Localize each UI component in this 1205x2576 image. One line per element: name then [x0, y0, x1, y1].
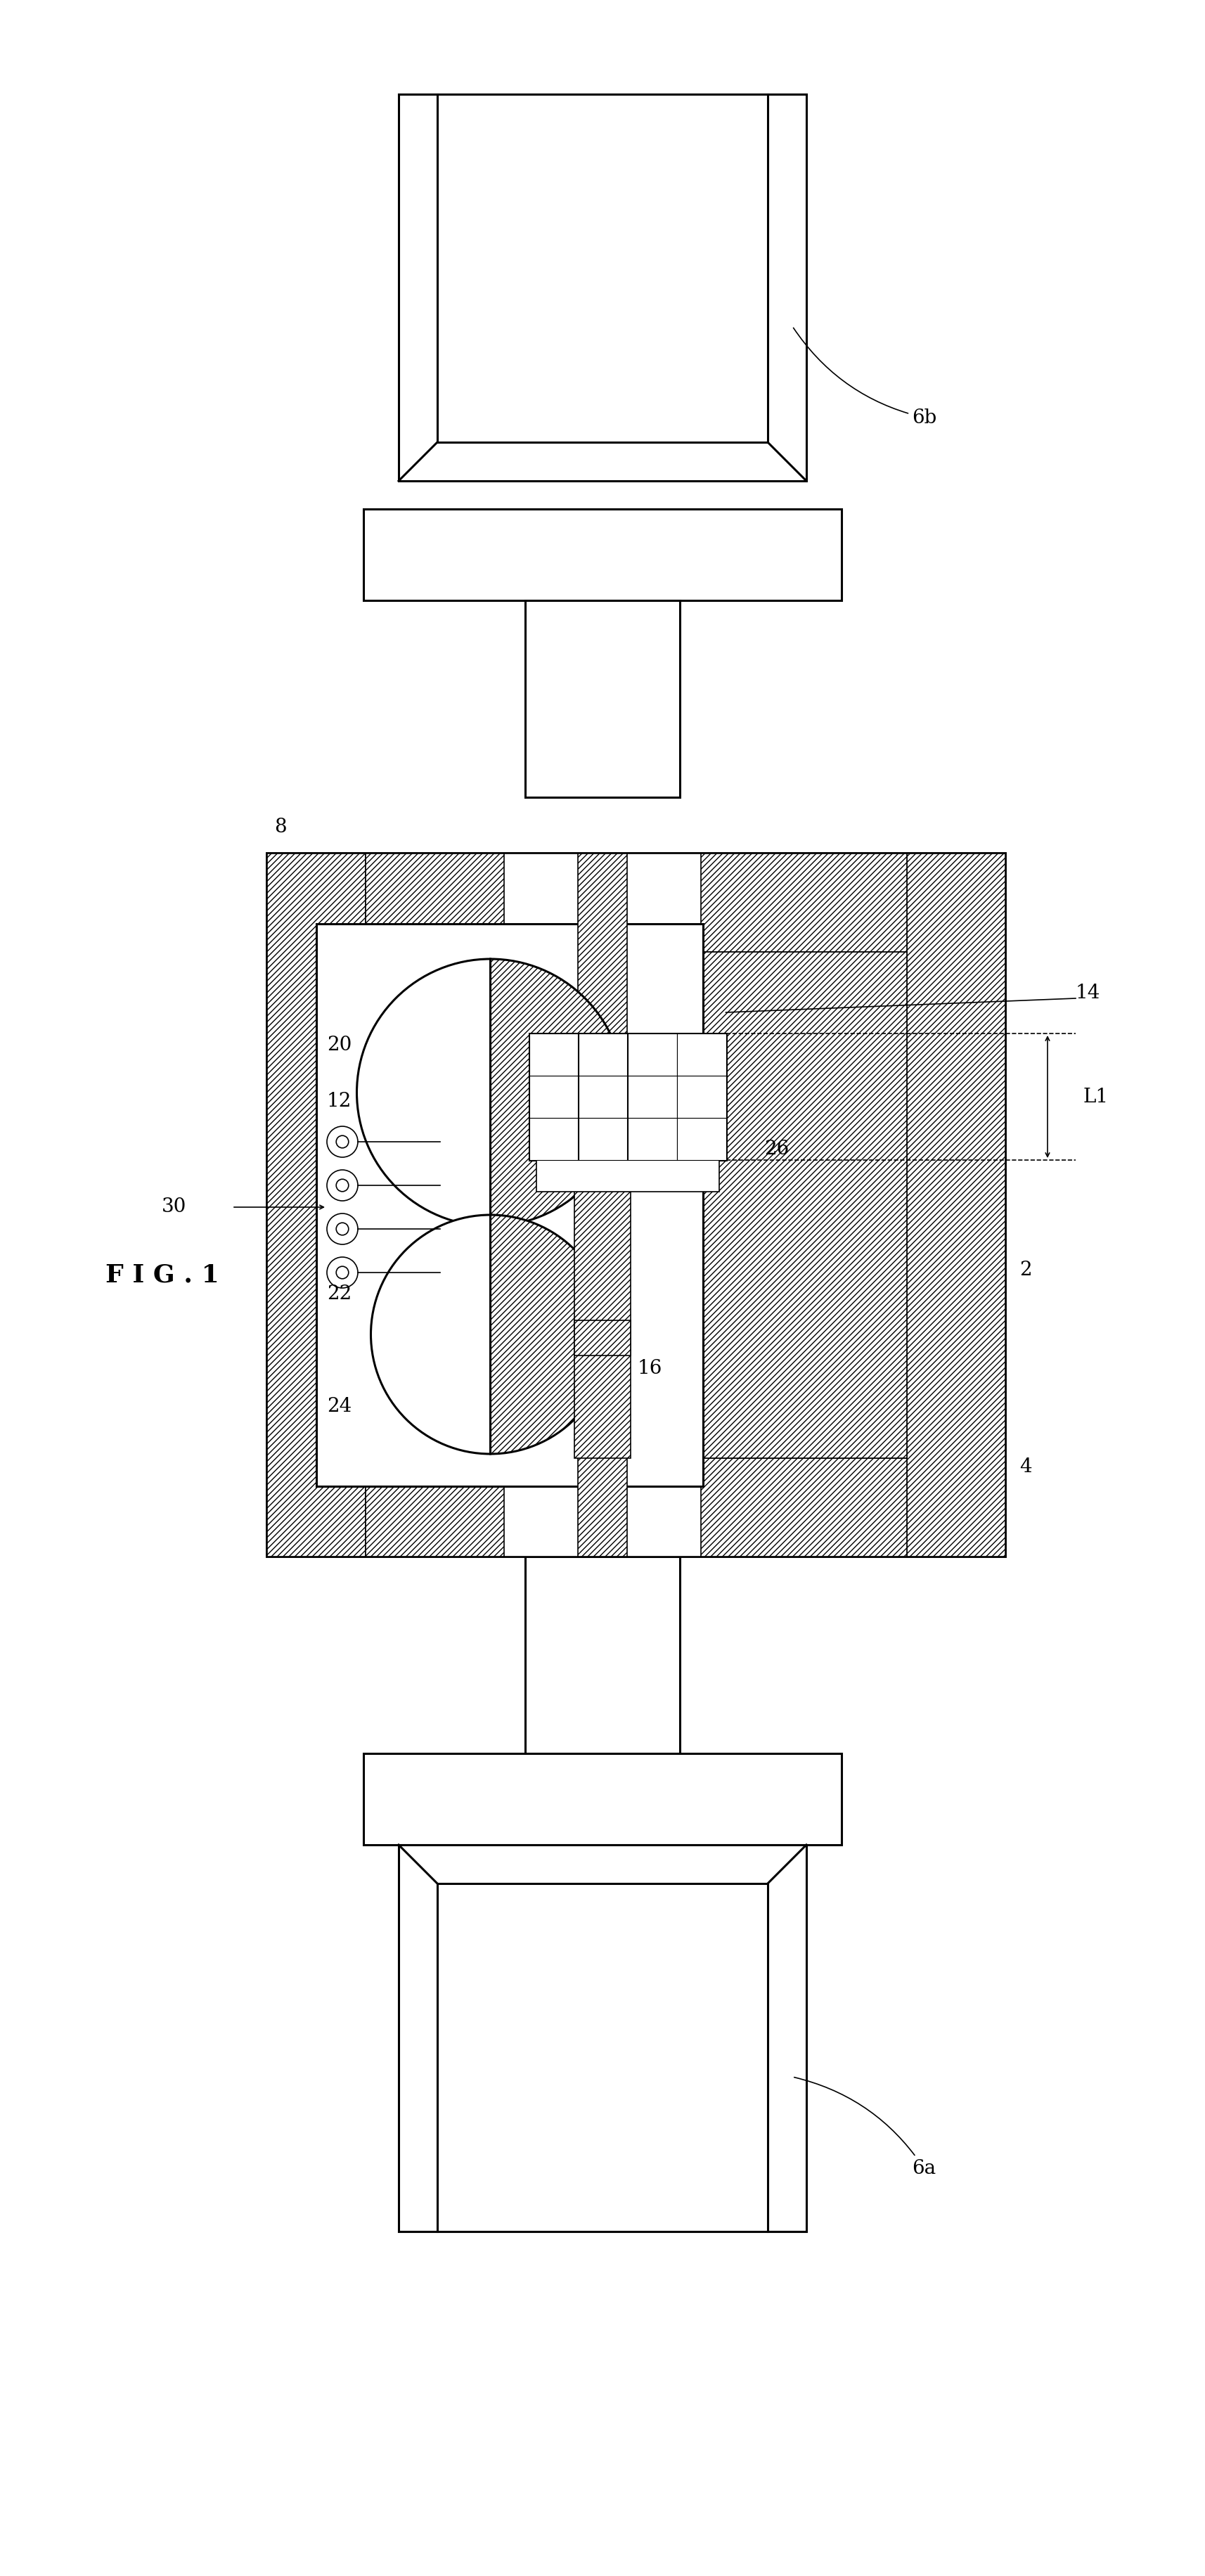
Text: 4: 4: [1018, 1458, 1031, 1476]
Text: 22: 22: [327, 1285, 352, 1303]
Bar: [316, 925, 703, 1486]
Circle shape: [336, 1136, 348, 1149]
Bar: [365, 853, 906, 953]
Bar: [399, 1844, 806, 2231]
Bar: [906, 853, 1005, 1556]
Bar: [437, 95, 768, 443]
Bar: [627, 1077, 676, 1118]
Bar: [676, 1077, 725, 1118]
Bar: [577, 853, 627, 1556]
Circle shape: [327, 1126, 358, 1157]
Bar: [525, 1556, 680, 1754]
Bar: [504, 1486, 700, 1556]
Bar: [578, 1033, 627, 1077]
Bar: [437, 1883, 768, 2231]
Bar: [399, 95, 806, 482]
Text: 30: 30: [161, 1198, 187, 1216]
Wedge shape: [357, 958, 490, 1226]
Text: 6b: 6b: [793, 327, 936, 428]
Circle shape: [327, 1170, 358, 1200]
Text: 6a: 6a: [794, 2076, 935, 2177]
Bar: [676, 1118, 725, 1159]
Bar: [365, 1458, 906, 1556]
Bar: [529, 1033, 725, 1159]
Text: 14: 14: [1075, 984, 1100, 1002]
Wedge shape: [490, 1216, 610, 1453]
Bar: [529, 1077, 578, 1118]
Bar: [536, 1159, 718, 1193]
Text: 12: 12: [327, 1092, 352, 1110]
Text: 8: 8: [274, 817, 287, 837]
Circle shape: [336, 1180, 348, 1193]
Text: 20: 20: [327, 1036, 352, 1054]
Bar: [268, 853, 1005, 1556]
Bar: [574, 1321, 630, 1355]
Circle shape: [336, 1224, 348, 1234]
Wedge shape: [490, 958, 623, 1226]
Bar: [529, 1033, 578, 1077]
Bar: [627, 1118, 676, 1159]
Circle shape: [327, 1257, 358, 1288]
Text: L1: L1: [1082, 1087, 1107, 1105]
Bar: [504, 853, 700, 925]
Wedge shape: [371, 1216, 490, 1453]
Text: 2: 2: [1018, 1260, 1031, 1280]
Bar: [363, 510, 841, 600]
Text: 26: 26: [764, 1139, 788, 1159]
Bar: [627, 1033, 676, 1077]
Bar: [574, 1167, 630, 1458]
Bar: [703, 953, 906, 1458]
Text: 24: 24: [327, 1396, 352, 1417]
Bar: [268, 853, 365, 1556]
Bar: [529, 1118, 578, 1159]
Circle shape: [327, 1213, 358, 1244]
Bar: [363, 1754, 841, 1844]
Text: 16: 16: [637, 1360, 662, 1378]
Bar: [578, 1118, 627, 1159]
Bar: [676, 1033, 725, 1077]
Bar: [578, 1077, 627, 1118]
Bar: [525, 600, 680, 796]
Circle shape: [336, 1267, 348, 1278]
Text: F I G . 1: F I G . 1: [105, 1262, 219, 1288]
